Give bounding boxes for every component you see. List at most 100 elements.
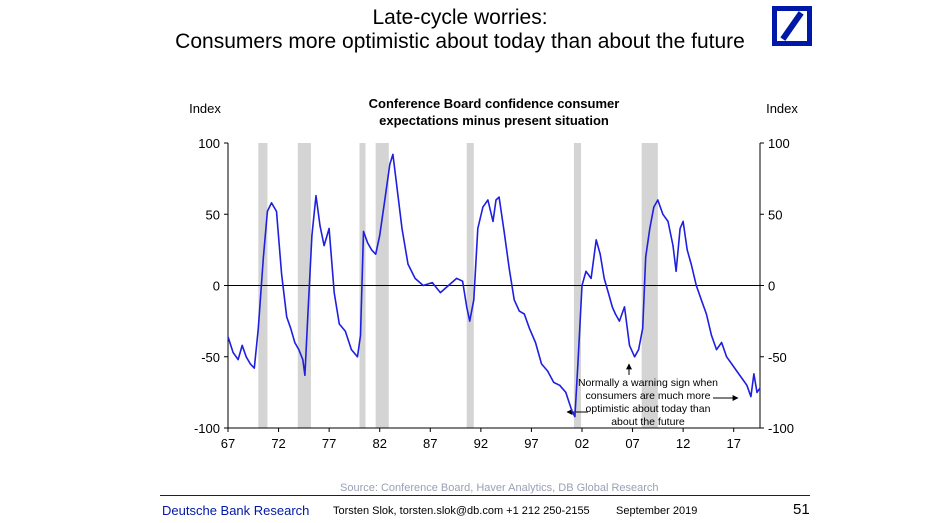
series-point	[257, 327, 259, 329]
source-note: Source: Conference Board, Haver Analytic…	[340, 482, 659, 494]
series-point	[389, 163, 391, 165]
series-point	[253, 367, 255, 369]
series-point	[232, 351, 234, 354]
footer-date: September 2019	[616, 505, 698, 517]
chart-title-line: expectations minus present situation	[379, 113, 609, 128]
series-point	[304, 374, 306, 376]
series-point	[241, 344, 243, 346]
series-point	[513, 299, 515, 301]
series-point	[508, 267, 510, 269]
series-point	[227, 336, 229, 338]
series-point	[362, 230, 365, 232]
y-tick-label-left: -100	[194, 421, 220, 436]
footer-divider	[160, 495, 810, 496]
annotation-line: Normally a warning sign when	[578, 377, 718, 389]
series-point	[574, 416, 576, 418]
series-point	[547, 370, 549, 372]
series-point	[595, 239, 597, 241]
series-point	[333, 292, 335, 294]
series-point	[672, 245, 674, 247]
series-point	[565, 391, 567, 393]
series-point	[623, 306, 626, 308]
series-point	[395, 178, 397, 180]
slide-title-line-1: Late-cycle worries:	[372, 6, 548, 29]
series-point	[695, 284, 697, 287]
y-tick-label-right: 50	[768, 207, 782, 222]
series-point	[603, 277, 605, 279]
series-point	[375, 253, 377, 255]
series-point	[275, 210, 278, 212]
y-tick-label-left: 50	[206, 207, 220, 222]
chart-title-line: Conference Board confidence consumer	[369, 96, 620, 111]
series-point	[571, 410, 573, 412]
series-point	[638, 349, 640, 351]
series-point	[466, 306, 468, 308]
x-tick-label: 77	[322, 436, 336, 451]
series-point	[492, 220, 494, 222]
series-point	[344, 330, 346, 332]
series-point	[657, 199, 659, 201]
series-point	[642, 327, 644, 329]
x-tick-label: 67	[221, 436, 235, 451]
series-point	[720, 341, 723, 344]
deutsche-bank-logo-icon	[772, 6, 812, 46]
footer-contact: Torsten Slok, torsten.slok@db.com +1 212…	[333, 505, 590, 517]
series-point	[431, 282, 433, 284]
footer-brand: Deutsche Bank Research	[162, 503, 310, 518]
series-point	[700, 299, 702, 301]
x-tick-label: 02	[575, 436, 589, 451]
series-point	[750, 396, 752, 398]
x-tick-label: 17	[726, 436, 740, 451]
series-point	[633, 356, 636, 358]
series-point	[294, 341, 296, 344]
series-point	[422, 284, 424, 287]
series-point	[311, 235, 313, 237]
series-point	[482, 206, 484, 208]
series-point	[447, 284, 450, 287]
series-point	[302, 359, 304, 361]
series-point	[371, 249, 373, 251]
series-point	[298, 349, 300, 351]
series-point	[585, 270, 587, 272]
series-point	[675, 270, 677, 272]
series-point	[270, 202, 273, 204]
series-point	[731, 363, 733, 365]
series-point	[715, 349, 718, 351]
series-point	[407, 263, 409, 265]
series-point	[366, 242, 369, 244]
series-point	[455, 277, 458, 279]
series-point	[741, 377, 743, 379]
series-point	[667, 220, 669, 222]
series-point	[356, 356, 359, 358]
y-tick-label-right: -100	[768, 421, 794, 436]
x-tick-label: 97	[524, 436, 538, 451]
series-point	[726, 356, 728, 358]
series-point	[359, 334, 362, 336]
series-point	[392, 153, 394, 155]
series-point	[262, 256, 264, 258]
series-point	[534, 341, 537, 344]
series-point	[518, 310, 520, 312]
x-tick-label: 82	[372, 436, 386, 451]
chart-text: -100 -100 -50 -50 0 0 50 50 100 100 67 72 77 82 87 92 97…	[189, 96, 798, 451]
y-tick-label-left: 100	[198, 136, 220, 151]
chart-series	[227, 153, 761, 418]
series-point	[315, 195, 317, 197]
series-point	[281, 273, 283, 275]
y-tick-label-left: 0	[213, 279, 220, 294]
y-tick-label-right: 0	[768, 279, 775, 294]
annotation-line: about the future	[611, 416, 685, 428]
x-tick-label: 07	[625, 436, 639, 451]
series-point	[319, 225, 321, 227]
series-point	[473, 299, 475, 301]
series-point	[338, 323, 340, 325]
series-point	[736, 370, 738, 372]
y-tick-label-right: 100	[768, 136, 790, 151]
series-point	[753, 373, 755, 375]
series-point	[756, 391, 758, 393]
series-point	[414, 277, 416, 279]
series-point	[614, 313, 616, 315]
series-point	[245, 356, 247, 358]
series-point	[323, 245, 325, 247]
